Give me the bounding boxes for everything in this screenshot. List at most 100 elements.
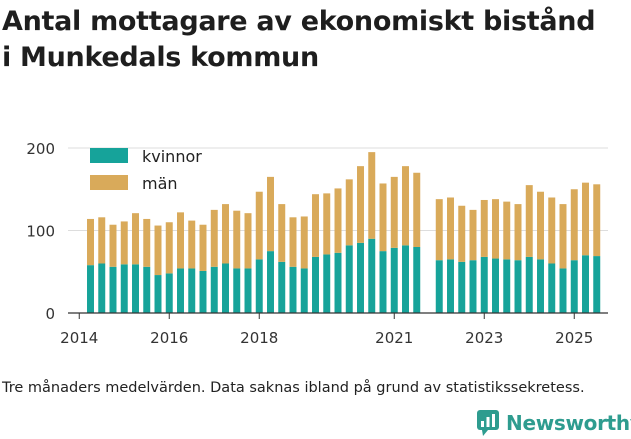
bar-man	[469, 209, 477, 261]
bar-man	[503, 201, 511, 260]
bar-kvinnor	[413, 247, 421, 313]
bar-kvinnor	[345, 245, 353, 313]
bar-kvinnor	[98, 263, 106, 313]
bar-man	[345, 179, 353, 246]
bar-man	[514, 204, 522, 261]
bar-kvinnor	[177, 268, 184, 313]
bar-man	[447, 197, 454, 260]
x-tick-label: 2023	[465, 329, 503, 347]
bar-man	[255, 191, 263, 260]
bar-man	[199, 224, 207, 271]
bar-man	[188, 220, 196, 269]
bar-kvinnor	[143, 266, 151, 313]
newsworthy-icon	[477, 410, 499, 436]
y-tick-label: 100	[26, 223, 55, 241]
bar-kvinnor	[165, 273, 173, 313]
bar-man	[233, 210, 241, 269]
bar-kvinnor	[402, 245, 409, 313]
bar-man	[402, 166, 409, 246]
brand-name: Newsworthy	[506, 411, 631, 435]
bar-man	[143, 218, 151, 267]
bar-kvinnor	[210, 266, 218, 313]
bar-kvinnor	[312, 256, 319, 313]
bar-kvinnor	[379, 251, 387, 313]
bar-kvinnor	[255, 259, 263, 313]
bar-kvinnor	[548, 263, 556, 313]
bar-man	[582, 182, 589, 256]
bar-man	[165, 222, 173, 274]
bar-man	[278, 204, 286, 262]
bar-kvinnor	[132, 264, 139, 313]
bar-man	[525, 185, 533, 257]
bar-kvinnor	[109, 266, 117, 313]
bar-kvinnor	[120, 264, 128, 313]
bar-man	[300, 216, 308, 269]
legend-swatch	[90, 148, 128, 163]
bar-kvinnor	[458, 261, 466, 313]
bar-man	[357, 166, 364, 243]
bar-man	[413, 172, 421, 247]
bar-man	[154, 225, 162, 276]
bar-man	[109, 224, 117, 267]
title-line-1: Antal mottagare av ekonomiskt bistånd	[2, 6, 596, 37]
legend-label: män	[142, 174, 178, 193]
bar-kvinnor	[334, 252, 342, 313]
bar-kvinnor	[480, 256, 488, 313]
title-line-2: i Munkedals kommun	[2, 42, 319, 73]
bar-man	[368, 152, 376, 239]
bar-kvinnor	[323, 254, 331, 313]
bar-kvinnor	[469, 260, 477, 313]
x-tick-label: 2021	[375, 329, 413, 347]
y-tick-label: 0	[45, 305, 55, 323]
x-tick-label: 2025	[555, 329, 593, 347]
bar-man	[120, 221, 128, 265]
bar-kvinnor	[244, 268, 252, 313]
bar-kvinnor	[199, 270, 207, 313]
bar-kvinnor	[447, 259, 454, 313]
bar-kvinnor	[435, 260, 443, 313]
bar-kvinnor	[582, 255, 589, 313]
bar-man	[435, 199, 443, 261]
bar-man	[210, 209, 218, 267]
bar-man	[559, 204, 567, 269]
bar-man	[132, 213, 139, 265]
bar-man	[222, 204, 229, 264]
bar-man	[379, 183, 387, 252]
x-tick-label: 2018	[240, 329, 278, 347]
bar-kvinnor	[357, 242, 364, 313]
brand-logo: Newsworthy	[476, 408, 631, 438]
bar-kvinnor	[503, 259, 511, 313]
bar-kvinnor	[368, 238, 376, 313]
bar-kvinnor	[188, 268, 196, 313]
bar-kvinnor	[87, 265, 94, 313]
x-tick-label: 2016	[150, 329, 188, 347]
bar-kvinnor	[267, 251, 274, 313]
bar-man	[177, 212, 184, 269]
bar-kvinnor	[492, 258, 499, 313]
bar-kvinnor	[222, 263, 229, 313]
bar-kvinnor	[300, 268, 308, 313]
bar-man	[390, 176, 398, 248]
bar-kvinnor	[278, 261, 286, 313]
legend-label: kvinnor	[142, 147, 202, 166]
bar-chart: 0 100 200 2014 2016 2018 2021 2023 2025 kvinnor mä…	[26, 140, 608, 347]
x-tick-label: 2014	[60, 329, 98, 347]
bar-kvinnor	[233, 268, 241, 313]
bar-man	[244, 213, 252, 269]
bar-man	[570, 189, 578, 261]
bar-man	[548, 197, 556, 264]
bar-man	[87, 218, 94, 266]
bar-man	[323, 193, 331, 255]
bar-kvinnor	[525, 256, 533, 313]
bar-kvinnor	[593, 256, 601, 313]
bar-kvinnor	[559, 268, 567, 313]
legend-swatch	[90, 175, 128, 190]
bar-man	[289, 217, 297, 267]
bar-man	[480, 199, 488, 257]
bar-man	[492, 199, 499, 259]
bar-man	[334, 188, 342, 253]
bar-kvinnor	[289, 266, 297, 313]
bar-kvinnor	[570, 260, 578, 313]
bar-kvinnor	[390, 247, 398, 313]
footnote: Tre månaders medelvärden. Data saknas ib…	[2, 380, 585, 396]
